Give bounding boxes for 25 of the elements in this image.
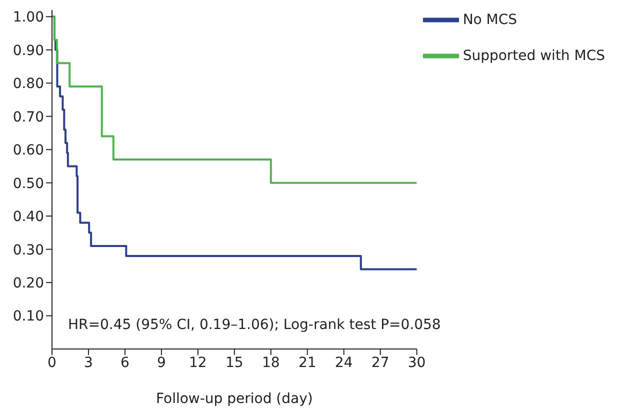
- y-tick-label: 0.10: [12, 308, 44, 325]
- y-tick-label: 0.20: [12, 276, 44, 292]
- y-tick-label: 0.70: [12, 109, 44, 126]
- x-tick-label: 6: [120, 354, 130, 371]
- x-tick-label: 24: [334, 354, 353, 371]
- x-tick-label: 27: [371, 354, 390, 371]
- y-tick-label: 1.00: [12, 10, 44, 26]
- x-tick-label: 0: [48, 354, 56, 371]
- x-tick-label: 9: [156, 354, 166, 371]
- x-tick-label: 12: [189, 354, 207, 371]
- legend-label: Supported with MCS: [462, 48, 605, 64]
- x-tick-label: 21: [298, 354, 316, 371]
- x-tick-label: 15: [225, 354, 244, 371]
- x-tick-label: 3: [84, 354, 93, 371]
- y-tick-label: 0.90: [12, 42, 44, 59]
- x-axis-title: Follow-up period (day): [156, 391, 313, 407]
- x-tick-label: 30: [408, 354, 426, 371]
- legend-label: No MCS: [462, 12, 518, 28]
- y-tick-label: 0.40: [12, 209, 44, 226]
- annotation: HR=0.45 (95% CI, 0.19–1.06); Log-rank test P=0.058: [68, 317, 441, 333]
- y-tick-label: 0.30: [12, 242, 44, 258]
- y-tick-label: 0.60: [12, 142, 44, 159]
- y-tick-label: 0.80: [12, 76, 44, 92]
- y-tick-label: 0.50: [12, 176, 44, 192]
- x-tick-label: 18: [262, 354, 280, 371]
